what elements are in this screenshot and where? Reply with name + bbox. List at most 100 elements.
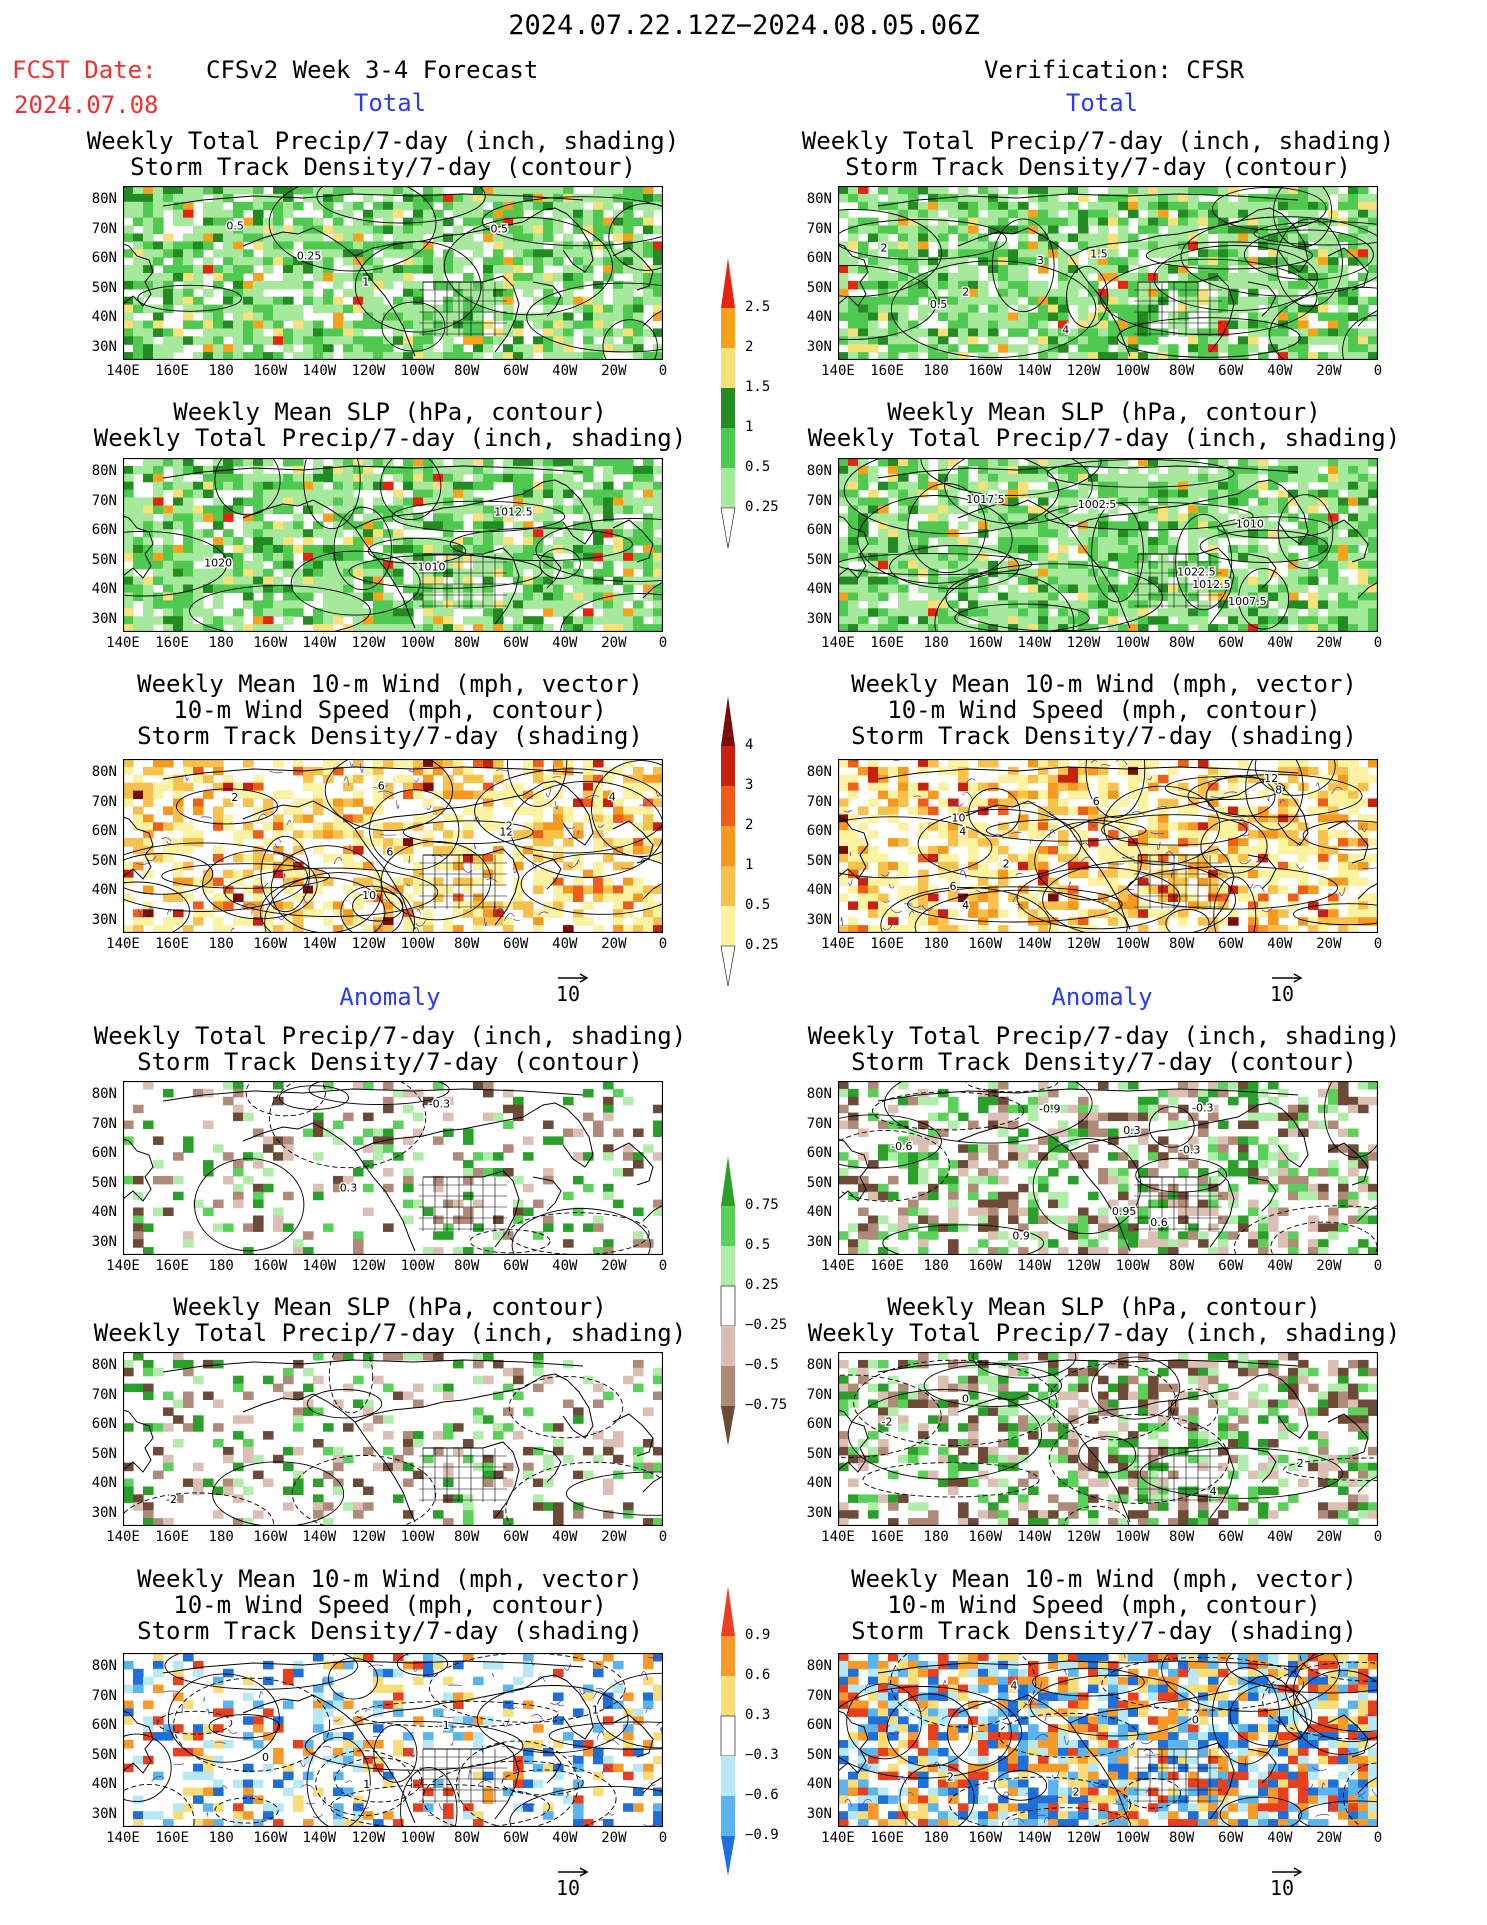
lat-tick-label: 60N	[806, 1416, 832, 1432]
colorbar-tick-label: 0.6	[745, 1667, 771, 1683]
lon-tick-label: 0	[1373, 635, 1383, 651]
contour-label: 2	[231, 791, 238, 804]
reference-arrow-icon	[558, 1867, 589, 1877]
lat-tick-label: 60N	[91, 522, 117, 538]
lon-tick-label: 140E	[106, 1258, 140, 1274]
contour-label: 4	[1210, 1485, 1217, 1498]
title-left-2: Weekly Mean SLP (hPa, contour) Weekly To…	[93, 398, 687, 452]
lat-tick-label: 40N	[91, 1776, 117, 1792]
colorbar-tick-label: 4	[745, 737, 754, 753]
map-plot-q4: 0.9 0.6 0.3 -0.3 -0.9 -0.6 0.95 -0.3	[838, 1081, 1378, 1255]
lon-tick-label: 180	[208, 936, 234, 952]
colorbar-swatch	[721, 1796, 735, 1836]
lon-tick-label: 140W	[302, 635, 337, 651]
lon-tick-label: 160E	[155, 1830, 189, 1846]
lat-tick-label: 40N	[806, 1776, 832, 1792]
lat-tick-label: 70N	[806, 1386, 832, 1403]
lon-tick-label: 120W	[351, 1830, 386, 1846]
colorbar-swatch	[721, 308, 735, 348]
lon-tick-label: 160W	[968, 936, 1003, 952]
lat-tick-label: 40N	[806, 581, 832, 597]
lon-tick-label: 0	[1373, 1529, 1383, 1545]
lon-tick-label: 40W	[552, 936, 578, 952]
date-range-title: 2024.07.22.12Z−2024.08.05.06Z	[508, 10, 980, 41]
lon-tick-label: 80W	[453, 1529, 480, 1545]
colorbar-swatch	[720, 507, 736, 549]
section-anomaly-left: Anomaly	[339, 983, 441, 1011]
section-total-left: Total	[353, 89, 427, 117]
map-plot-p5: -2	[123, 1352, 663, 1526]
lat-tick-label: 50N	[91, 1445, 117, 1462]
lon-tick-label: 140W	[302, 936, 337, 952]
lon-tick-label: 60W	[503, 936, 529, 952]
lon-tick-label: 160W	[968, 1258, 1003, 1274]
map-plot-p2: 1012.5 1010 1020	[123, 458, 663, 632]
section-total-right: Total	[1065, 89, 1139, 117]
contour-label: 3	[1037, 254, 1044, 267]
lon-tick-label: 140E	[821, 1529, 855, 1545]
lat-tick-label: 80N	[91, 1357, 117, 1373]
title-right-3: Weekly Mean 10-m Wind (mph, vector) 10-m…	[851, 670, 1357, 750]
contour-label: 2	[506, 819, 513, 832]
lat-tick-label: 50N	[806, 1174, 832, 1191]
map-panel-p1: 0.25 0.5 0.5 1	[123, 186, 663, 360]
lat-tick-label: 70N	[806, 793, 832, 810]
lon-tick-label: 120W	[351, 1258, 386, 1274]
lon-tick-label: 160E	[870, 1830, 904, 1846]
colorbar-swatch	[721, 1586, 735, 1636]
contour-label: 0.9	[1012, 1230, 1030, 1243]
lon-tick-label: 20W	[601, 363, 627, 379]
map-panel-p2: 1012.5 1010 1020	[123, 458, 663, 632]
lon-tick-label: 0	[658, 1529, 668, 1545]
lat-tick-label: 50N	[806, 279, 832, 296]
lon-tick-label: 40W	[1267, 635, 1293, 651]
lon-tick-label: 160W	[253, 363, 288, 379]
lon-tick-label: 160E	[870, 363, 904, 379]
lon-tick-label: 80W	[453, 936, 480, 952]
contour-label: 10	[952, 811, 966, 824]
lon-tick-label: 40W	[1267, 936, 1293, 952]
colorbar-swatch	[721, 1406, 735, 1446]
lon-tick-label: 40W	[1267, 363, 1293, 379]
map-plot-p1: 0.25 0.5 0.5 1	[123, 186, 663, 360]
lat-tick-label: 60N	[806, 1145, 832, 1161]
lat-tick-label: 80N	[806, 764, 832, 780]
colorbar-swatch	[721, 1836, 735, 1876]
lon-tick-label: 100W	[400, 1258, 435, 1274]
title-left-6: Weekly Mean 10-m Wind (mph, vector) 10-m…	[137, 1565, 643, 1645]
contour-label: 0.6	[1150, 1216, 1168, 1229]
lon-tick-label: 140W	[1017, 1258, 1052, 1274]
lon-tick-label: 160E	[870, 1529, 904, 1545]
colorbar-swatch	[721, 468, 735, 508]
colorbar-swatch	[721, 1366, 735, 1406]
colorbar-swatch	[721, 1156, 735, 1206]
contour-label: 0.5	[930, 298, 948, 311]
lon-tick-label: 20W	[1316, 1258, 1342, 1274]
contour-label: -1	[439, 1719, 450, 1732]
lat-tick-label: 80N	[806, 1086, 832, 1102]
lon-tick-label: 100W	[400, 1830, 435, 1846]
verification-label: Verification: CFSR	[984, 56, 1245, 84]
contour-label: 1010	[418, 561, 446, 574]
colorbar-swatch	[721, 1756, 735, 1796]
lon-tick-label: 80W	[1168, 1830, 1195, 1846]
lat-tick-label: 70N	[806, 1687, 832, 1704]
lon-tick-label: 140W	[1017, 1529, 1052, 1545]
lon-tick-label: 120W	[1066, 936, 1101, 952]
contour-label: 1	[363, 1778, 370, 1791]
contour-label: -2	[166, 1493, 177, 1506]
lon-tick-label: 160E	[870, 635, 904, 651]
lon-tick-label: 160W	[968, 1529, 1003, 1545]
colorbar-swatch	[721, 1206, 735, 1246]
contour-label: 0.5	[491, 223, 509, 236]
contour-label: 0.95	[1112, 1205, 1137, 1218]
title-left-5: Weekly Mean SLP (hPa, contour) Weekly To…	[93, 1293, 687, 1347]
colorbar-tick-label: 0.5	[745, 459, 771, 475]
title-right-5: Weekly Mean SLP (hPa, contour) Weekly To…	[807, 1293, 1401, 1347]
lon-tick-label: 120W	[351, 1529, 386, 1545]
lon-tick-label: 0	[658, 936, 668, 952]
lat-tick-label: 40N	[806, 1475, 832, 1491]
lat-tick-label: 40N	[91, 882, 117, 898]
colorbar-swatch	[721, 428, 735, 468]
lon-tick-label: 160W	[968, 635, 1003, 651]
